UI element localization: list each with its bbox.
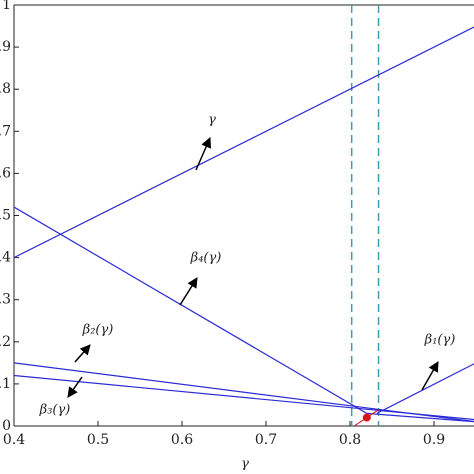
line-series (13, 206, 474, 423)
y-tick-label: 0.5 (0, 208, 11, 224)
x-tick-label: 0.9 (423, 432, 445, 448)
point (362, 413, 371, 422)
annotation: β₁(γ) (424, 333, 456, 348)
arrow (179, 277, 198, 306)
annotation: β₂(γ) (82, 323, 114, 338)
arrow (74, 344, 91, 363)
axes: 0 0.1 0.2 0.3 0.4 0.5 0.6 0.7 0.8 0.9 1 0.4 0.5 0.6 0.… (0, 0, 474, 448)
x-tick-label: 0.6 (171, 432, 193, 448)
x-tick-label: 0.4 (3, 432, 25, 448)
y-tick-label: 0.8 (0, 81, 11, 97)
line-series (376, 363, 474, 414)
x-tick-label: 0.7 (255, 432, 277, 448)
y-tick-label: 0.9 (0, 39, 11, 55)
line-series (13, 26, 474, 259)
y-tick-label: 0.1 (0, 376, 11, 392)
y-tick-label: 1 (2, 0, 11, 13)
annotation: β₄(γ) (190, 251, 222, 266)
arrow (67, 376, 83, 398)
arrows (67, 137, 439, 398)
arrow (421, 361, 439, 391)
y-tick-label: 0.6 (0, 165, 11, 181)
line-series (13, 374, 474, 421)
x-tick-label: 0.5 (87, 432, 109, 448)
y-tick-label: 0 (2, 418, 11, 434)
annotation: γ (208, 113, 216, 128)
y-tick-label: 0.2 (0, 334, 11, 350)
arrow (195, 137, 212, 171)
y-tick-label: 0.7 (0, 123, 11, 139)
x-tick-label: 0.8 (339, 432, 361, 448)
x-axis-label: γ (241, 457, 249, 472)
y-tick-label: 0.4 (0, 250, 11, 266)
y-tick-label: 0.3 (0, 292, 11, 308)
annotation: β₃(γ) (39, 403, 71, 418)
